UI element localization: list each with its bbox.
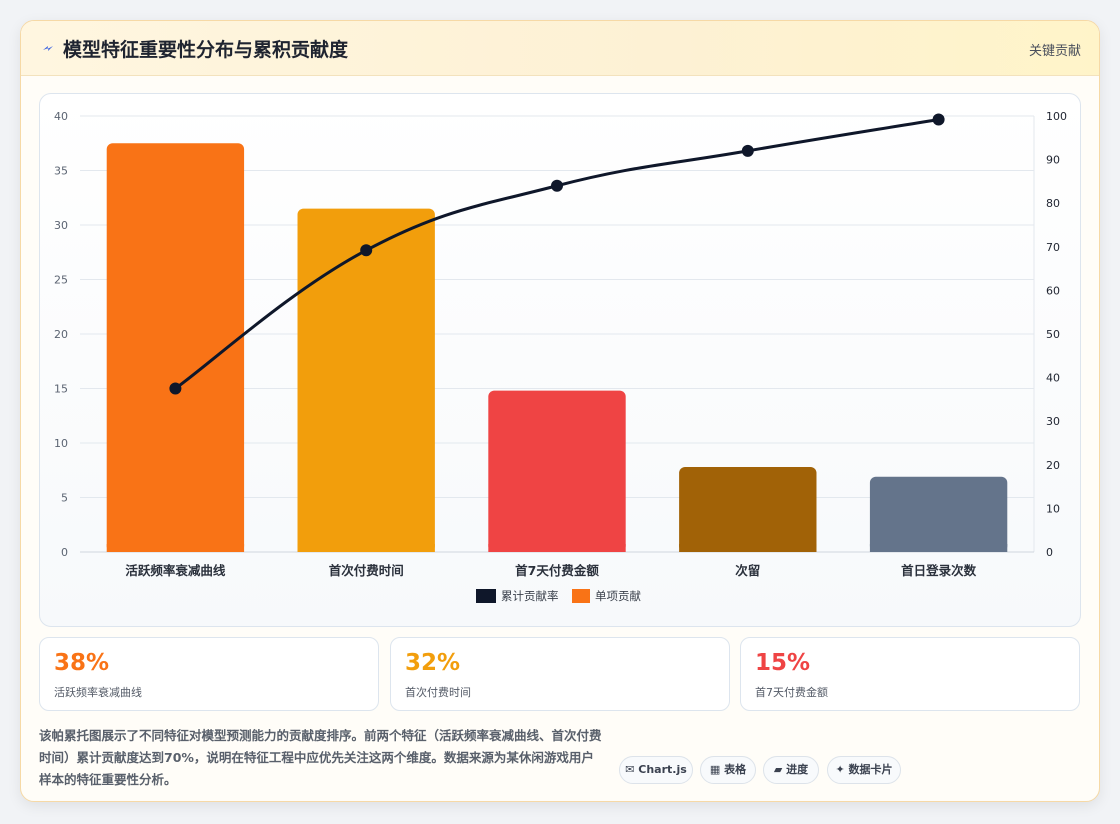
y-right-tick-label: 40 bbox=[1046, 372, 1060, 385]
bar bbox=[679, 466, 817, 552]
y-right-tick-label: 0 bbox=[1046, 546, 1053, 559]
chip-chartjs[interactable]: ✉ Chart.js bbox=[619, 756, 693, 784]
bar-base bbox=[297, 544, 435, 552]
stat-value: 15% bbox=[755, 650, 811, 676]
y-left-tick-label: 10 bbox=[54, 437, 68, 450]
x-tick-label: 首7天付费金额 bbox=[515, 563, 599, 578]
bar bbox=[488, 390, 626, 552]
y-left-tick-label: 5 bbox=[61, 492, 68, 505]
stat-label: 首次付费时间 bbox=[405, 686, 471, 699]
stat-card-1: 38% 活跃频率衰减曲线 bbox=[39, 637, 379, 711]
header-tag: 关键贡献 bbox=[1028, 44, 1081, 59]
cumulative-point bbox=[551, 179, 563, 192]
sparkle-icon: ✦ bbox=[835, 763, 845, 776]
y-left-tick-label: 15 bbox=[54, 383, 68, 396]
x-tick-label: 活跃频率衰减曲线 bbox=[125, 563, 226, 578]
y-right-tick-label: 80 bbox=[1046, 197, 1060, 210]
stat-card-2: 32% 首次付费时间 bbox=[390, 637, 730, 711]
y-left-tick-label: 35 bbox=[54, 165, 68, 178]
cumulative-point bbox=[741, 144, 754, 157]
bar bbox=[297, 208, 435, 552]
cumulative-point bbox=[169, 382, 182, 395]
page-title: 模型特征重要性分布与累积贡献度 bbox=[63, 39, 349, 61]
y-left-tick-label: 25 bbox=[54, 274, 68, 287]
y-right-tick-label: 10 bbox=[1046, 502, 1060, 515]
y-left-tick-label: 20 bbox=[54, 328, 68, 341]
stat-value: 32% bbox=[405, 650, 461, 676]
chip-label: 表格 bbox=[724, 763, 747, 776]
bar bbox=[106, 143, 245, 552]
chart-description: 该帕累托图展示了不同特征对模型预测能力的贡献度排序。前两个特征（活跃频率衰减曲线… bbox=[39, 728, 602, 787]
stat-label: 活跃频率衰减曲线 bbox=[54, 686, 142, 699]
y-right-tick-label: 60 bbox=[1046, 284, 1060, 297]
legend-swatch-bars bbox=[572, 589, 590, 603]
pareto-chart: 0 5 10 15 20 25 30 35 40 0 10 20 30 40 50 60 70 80 90 100 活跃… bbox=[54, 110, 1067, 603]
chip-table[interactable]: ▦ 表格 bbox=[700, 756, 756, 784]
stat-label: 首7天付费金额 bbox=[755, 686, 828, 699]
card-header: 模型特征重要性分布与累积贡献度 关键贡献 bbox=[21, 21, 1099, 76]
stat-value: 38% bbox=[54, 650, 110, 676]
envelope-icon: ✉ bbox=[625, 763, 635, 776]
cumulative-line bbox=[174, 118, 939, 390]
bar-base bbox=[488, 544, 626, 552]
chip-label: 进度 bbox=[786, 763, 809, 776]
chip-data-card[interactable]: ✦ 数据卡片 bbox=[827, 756, 901, 784]
chart-panel: 0 5 10 15 20 25 30 35 40 0 10 20 30 40 50 60 70 80 90 100 活跃… bbox=[39, 93, 1081, 627]
legend-swatch-cumulative bbox=[476, 589, 496, 603]
y-left-tick-label: 0 bbox=[61, 546, 68, 559]
legend-label-bars: 单项贡献 bbox=[595, 589, 641, 603]
x-tick-label: 次留 bbox=[735, 563, 760, 578]
progress-icon: ▰ bbox=[773, 763, 783, 776]
y-left-tick-label: 30 bbox=[54, 219, 68, 232]
y-right-tick-label: 90 bbox=[1046, 154, 1060, 167]
table-icon: ▦ bbox=[709, 763, 721, 776]
cumulative-point bbox=[360, 244, 373, 257]
bar-base bbox=[106, 544, 245, 552]
legend-label-cumulative: 累计贡献率 bbox=[501, 589, 559, 603]
chip-progress[interactable]: ▰ 进度 bbox=[763, 756, 819, 784]
y-right-tick-label: 20 bbox=[1046, 459, 1060, 472]
chip-label: Chart.js bbox=[638, 763, 687, 776]
bar-base bbox=[869, 544, 1008, 552]
lightning-icon bbox=[43, 46, 53, 51]
bar-base bbox=[679, 544, 817, 552]
x-tick-label: 首日登录次数 bbox=[901, 563, 977, 578]
stat-card-3: 15% 首7天付费金额 bbox=[740, 637, 1080, 711]
y-left-tick-label: 40 bbox=[54, 110, 68, 123]
y-right-tick-label: 50 bbox=[1046, 328, 1060, 341]
chip-label: 数据卡片 bbox=[848, 763, 893, 776]
y-right-tick-label: 70 bbox=[1046, 241, 1060, 254]
chart-card: 模型特征重要性分布与累积贡献度 关键贡献 0 5 10 15 20 25 30 35 40 0 10… bbox=[20, 20, 1100, 802]
x-tick-label: 首次付费时间 bbox=[329, 563, 404, 578]
y-right-tick-label: 30 bbox=[1046, 415, 1060, 428]
cumulative-point bbox=[932, 113, 945, 126]
bar bbox=[869, 476, 1008, 552]
y-right-tick-label: 100 bbox=[1046, 110, 1067, 123]
